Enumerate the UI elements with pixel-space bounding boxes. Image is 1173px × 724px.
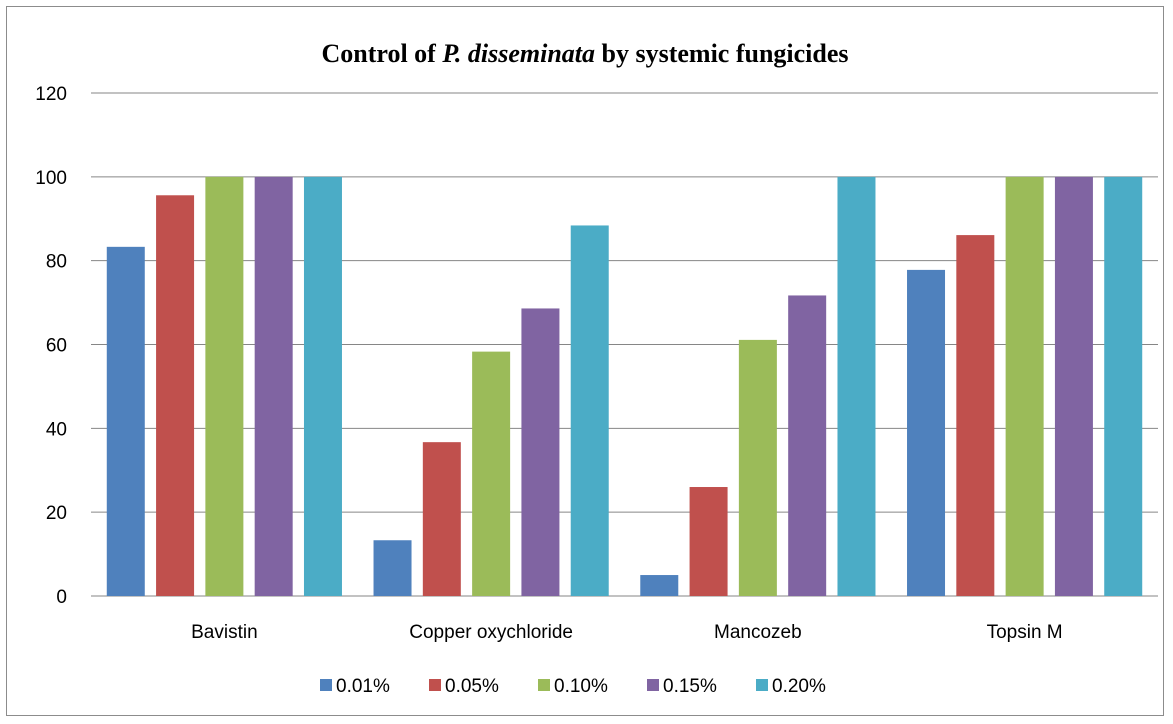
chart-title-prefix: Control of [321, 39, 443, 68]
y-tick-label-120: 120 [35, 84, 67, 105]
chart-title: Control of P. disseminata by systemic fu… [7, 39, 1163, 69]
chart-title-italic: P. disseminata [442, 39, 596, 68]
x-category-label-0: Bavistin [191, 622, 258, 643]
legend-label-3: 0.15% [663, 676, 717, 697]
bar-2-4 [837, 176, 876, 597]
bar-2-0 [640, 575, 679, 596]
bar-0-2 [205, 176, 244, 597]
bar-1-1 [422, 442, 461, 596]
bar-3-0 [907, 269, 946, 596]
legend-label-1: 0.05% [445, 676, 499, 697]
bar-2-2 [738, 339, 777, 596]
x-category-label-3: Topsin M [987, 622, 1063, 643]
chart-title-suffix: by systemic fungicides [595, 39, 849, 68]
y-tick-label-0: 0 [56, 587, 67, 608]
bar-3-1 [956, 235, 995, 596]
bar-3-3 [1054, 176, 1093, 597]
bar-1-0 [373, 540, 412, 596]
legend-swatch-2 [538, 679, 550, 691]
legend-swatch-3 [647, 679, 659, 691]
bar-1-3 [521, 308, 560, 596]
bar-3-2 [1005, 176, 1044, 597]
legend-swatch-4 [756, 679, 768, 691]
y-tick-label-80: 80 [46, 252, 67, 273]
y-tick-label-60: 60 [46, 336, 67, 357]
y-tick-label-40: 40 [46, 419, 67, 440]
x-category-label-1: Copper oxychloride [409, 622, 573, 643]
bar-0-0 [106, 246, 145, 596]
bar-1-4 [570, 225, 609, 596]
bar-2-1 [689, 487, 728, 596]
bar-2-3 [788, 295, 827, 596]
legend-label-0: 0.01% [336, 676, 390, 697]
bar-1-2 [472, 351, 511, 596]
bar-3-4 [1104, 176, 1143, 597]
bar-0-4 [303, 176, 342, 597]
legend-swatch-0 [320, 679, 332, 691]
y-tick-label-100: 100 [35, 168, 67, 189]
legend-label-4: 0.20% [772, 676, 826, 697]
x-category-label-2: Mancozeb [714, 622, 802, 643]
legend-swatch-1 [429, 679, 441, 691]
bar-0-3 [254, 176, 293, 597]
bar-0-1 [156, 195, 195, 596]
legend-label-2: 0.10% [554, 676, 608, 697]
y-tick-label-20: 20 [46, 503, 67, 524]
